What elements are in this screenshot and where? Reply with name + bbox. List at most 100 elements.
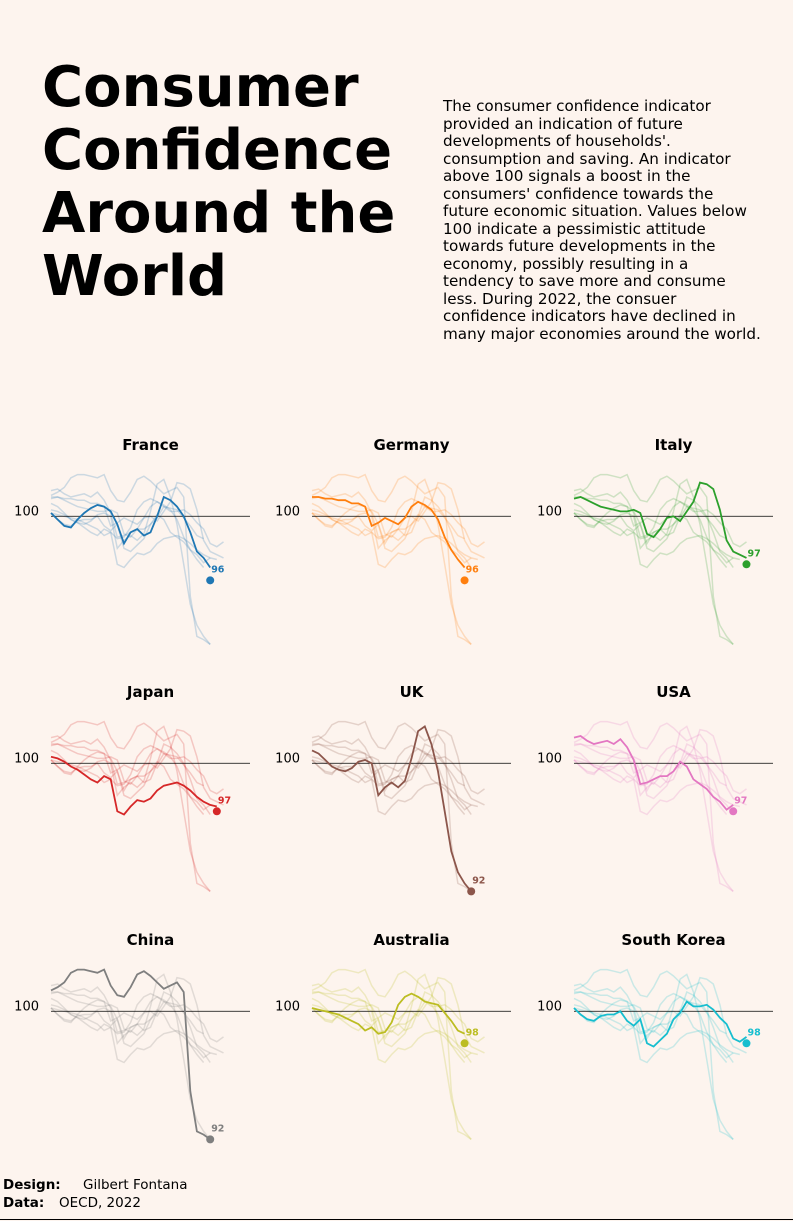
background-series-japan: [50, 509, 217, 569]
background-series-china: [573, 473, 734, 646]
end-value-label: 97: [734, 795, 747, 806]
end-point-south-korea: [742, 1039, 751, 1048]
panel-title: France: [122, 436, 179, 454]
background-series-italy: [573, 976, 747, 1054]
reference-label: 100: [14, 999, 39, 1014]
panel-title: Australia: [373, 931, 449, 949]
background-series-usa: [311, 735, 472, 811]
end-point-germany: [460, 576, 469, 585]
panel-germany: Germany 100 96: [275, 436, 511, 646]
background-series-uk: [573, 725, 734, 892]
background-series-japan: [573, 509, 740, 569]
background-series-china: [573, 720, 734, 893]
background-series-usa: [311, 983, 472, 1059]
reference-label: 100: [537, 751, 562, 766]
designer-name: Gilbert Fontana: [83, 1177, 188, 1193]
series-line-usa: [573, 735, 734, 811]
reference-label: 100: [275, 999, 300, 1014]
panel-title: USA: [656, 683, 691, 701]
series-line-france: [50, 495, 211, 569]
background-series-china: [311, 968, 472, 1141]
panel-title: Germany: [373, 436, 449, 454]
design-label: Design:: [3, 1177, 61, 1193]
footer-design-row: Design: Gilbert Fontana: [3, 1176, 187, 1194]
background-series-uk: [50, 973, 211, 1140]
background-series-china: [50, 720, 211, 893]
end-value-label: 92: [211, 1123, 224, 1134]
reference-label: 100: [14, 751, 39, 766]
background-series-china: [311, 473, 472, 646]
background-series-south-korea: [573, 752, 747, 800]
end-point-france: [206, 576, 215, 585]
background-series-australia: [311, 497, 465, 540]
background-series-china: [311, 720, 472, 893]
background-series-germany: [51, 496, 205, 568]
reference-label: 100: [537, 999, 562, 1014]
background-series-china: [573, 968, 734, 1141]
background-series-italy: [50, 728, 224, 806]
panel-south-korea: South Korea 100 98: [537, 931, 773, 1141]
background-series-japan: [573, 756, 740, 816]
reference-label: 100: [275, 751, 300, 766]
background-series-uk: [573, 973, 734, 1140]
background-series-germany: [312, 991, 466, 1063]
end-point-italy: [742, 560, 751, 569]
background-series-uk: [50, 725, 211, 892]
background-series-italy: [311, 481, 485, 559]
background-series-japan: [311, 509, 478, 569]
panel-title: Japan: [126, 683, 174, 701]
background-series-uk: [50, 478, 211, 645]
background-series-south-korea: [50, 505, 224, 553]
background-series-usa: [50, 735, 211, 811]
background-series-germany: [574, 991, 728, 1063]
panel-title: South Korea: [621, 931, 725, 949]
background-series-australia: [50, 497, 204, 540]
end-point-china: [206, 1135, 215, 1144]
reference-label: 100: [275, 504, 300, 519]
series-line-uk: [311, 724, 472, 892]
background-series-south-korea: [50, 752, 224, 800]
series-line-germany: [312, 496, 466, 569]
end-point-japan: [212, 807, 221, 816]
series-line-south-korea: [573, 1000, 748, 1048]
panel-uk: UK 100 92: [275, 683, 511, 896]
panel-italy: Italy 100 97: [537, 436, 773, 646]
page-title: Consumer Confidence Around the World: [42, 55, 396, 309]
panel-australia: Australia 100 98: [275, 931, 511, 1141]
background-series-germany: [312, 743, 466, 815]
series-line-china: [50, 968, 211, 1141]
background-series-australia: [311, 744, 465, 787]
series-line-italy: [573, 481, 747, 559]
background-series-japan: [50, 1004, 217, 1064]
background-series-south-korea: [50, 1000, 224, 1048]
series-line-australia: [311, 992, 465, 1035]
end-point-usa: [729, 807, 738, 816]
data-label: Data:: [3, 1195, 45, 1211]
panel-title: Italy: [655, 436, 693, 454]
background-series-italy: [311, 728, 485, 806]
background-series-australia: [573, 744, 727, 787]
background-series-australia: [50, 744, 204, 787]
end-value-label: 96: [466, 564, 480, 575]
background-series-germany: [574, 743, 728, 815]
background-series-south-korea: [311, 752, 485, 800]
background-series-uk: [573, 478, 734, 645]
background-series-usa: [573, 983, 734, 1059]
background-series-germany: [51, 743, 205, 815]
end-value-label: 98: [466, 1027, 480, 1038]
series-line-japan: [50, 755, 218, 816]
data-source: OECD, 2022: [59, 1195, 141, 1211]
background-series-uk: [311, 478, 472, 645]
background-series-australia: [50, 992, 204, 1035]
end-value-label: 96: [211, 564, 225, 575]
background-series-china: [50, 473, 211, 646]
background-series-usa: [311, 488, 472, 564]
background-series-japan: [311, 1004, 478, 1064]
background-series-australia: [573, 497, 727, 540]
background-series-italy: [311, 976, 485, 1054]
panel-usa: USA 100 97: [537, 683, 773, 893]
panel-title: China: [127, 931, 175, 949]
panel-france: France 100 96: [14, 436, 250, 646]
end-point-uk: [467, 887, 476, 896]
